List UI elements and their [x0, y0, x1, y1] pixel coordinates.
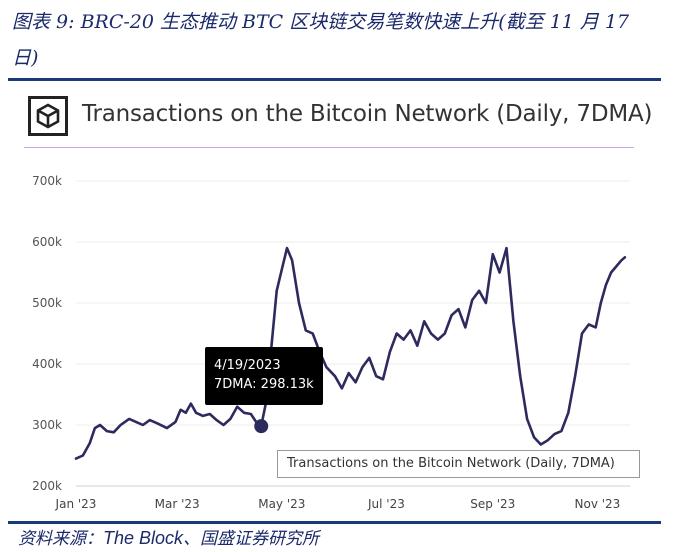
- y-tick-label: 600k: [32, 235, 62, 249]
- figure-caption: 图表 9: BRC-20 生态推动 BTC 区块链交易笔数快速上升(截至 11 …: [12, 11, 630, 69]
- highlight-point[interactable]: [254, 419, 269, 434]
- bottom-divider: [8, 521, 661, 524]
- legend-label: Transactions on the Bitcoin Network (Dai…: [287, 456, 615, 471]
- y-tick-label: 700k: [32, 174, 62, 188]
- x-tick-label: Mar '23: [155, 497, 200, 511]
- chart-legend[interactable]: Transactions on the Bitcoin Network (Dai…: [277, 450, 640, 478]
- series-line: [74, 246, 627, 460]
- y-tick-label: 400k: [32, 357, 62, 371]
- title-divider: [24, 147, 634, 148]
- source-suffix: 、国盛证券研究所: [183, 529, 320, 549]
- x-tick-label: Sep '23: [470, 497, 515, 511]
- y-tick-label: 500k: [32, 296, 62, 310]
- the-block-cube-icon: [28, 96, 68, 136]
- tooltip-value: 7DMA: 298.13k: [214, 377, 314, 392]
- y-tick-label: 300k: [32, 418, 62, 432]
- y-tick-label: 200k: [32, 479, 62, 493]
- x-tick-label: Jan '23: [55, 497, 97, 511]
- source-brand: The Block: [103, 528, 184, 548]
- x-tick-label: Jul '23: [367, 497, 405, 511]
- source-prefix: 资料来源：: [18, 529, 103, 549]
- x-tick-label: May '23: [258, 497, 305, 511]
- chart-title: Transactions on the Bitcoin Network (Dai…: [82, 101, 653, 127]
- x-tick-label: Nov '23: [575, 497, 621, 511]
- top-divider: [8, 78, 661, 81]
- tooltip-date: 4/19/2023: [214, 358, 281, 373]
- source-note: 资料来源：The Block、国盛证券研究所: [18, 524, 319, 549]
- data-tooltip: 4/19/2023 7DMA: 298.13k: [205, 347, 323, 405]
